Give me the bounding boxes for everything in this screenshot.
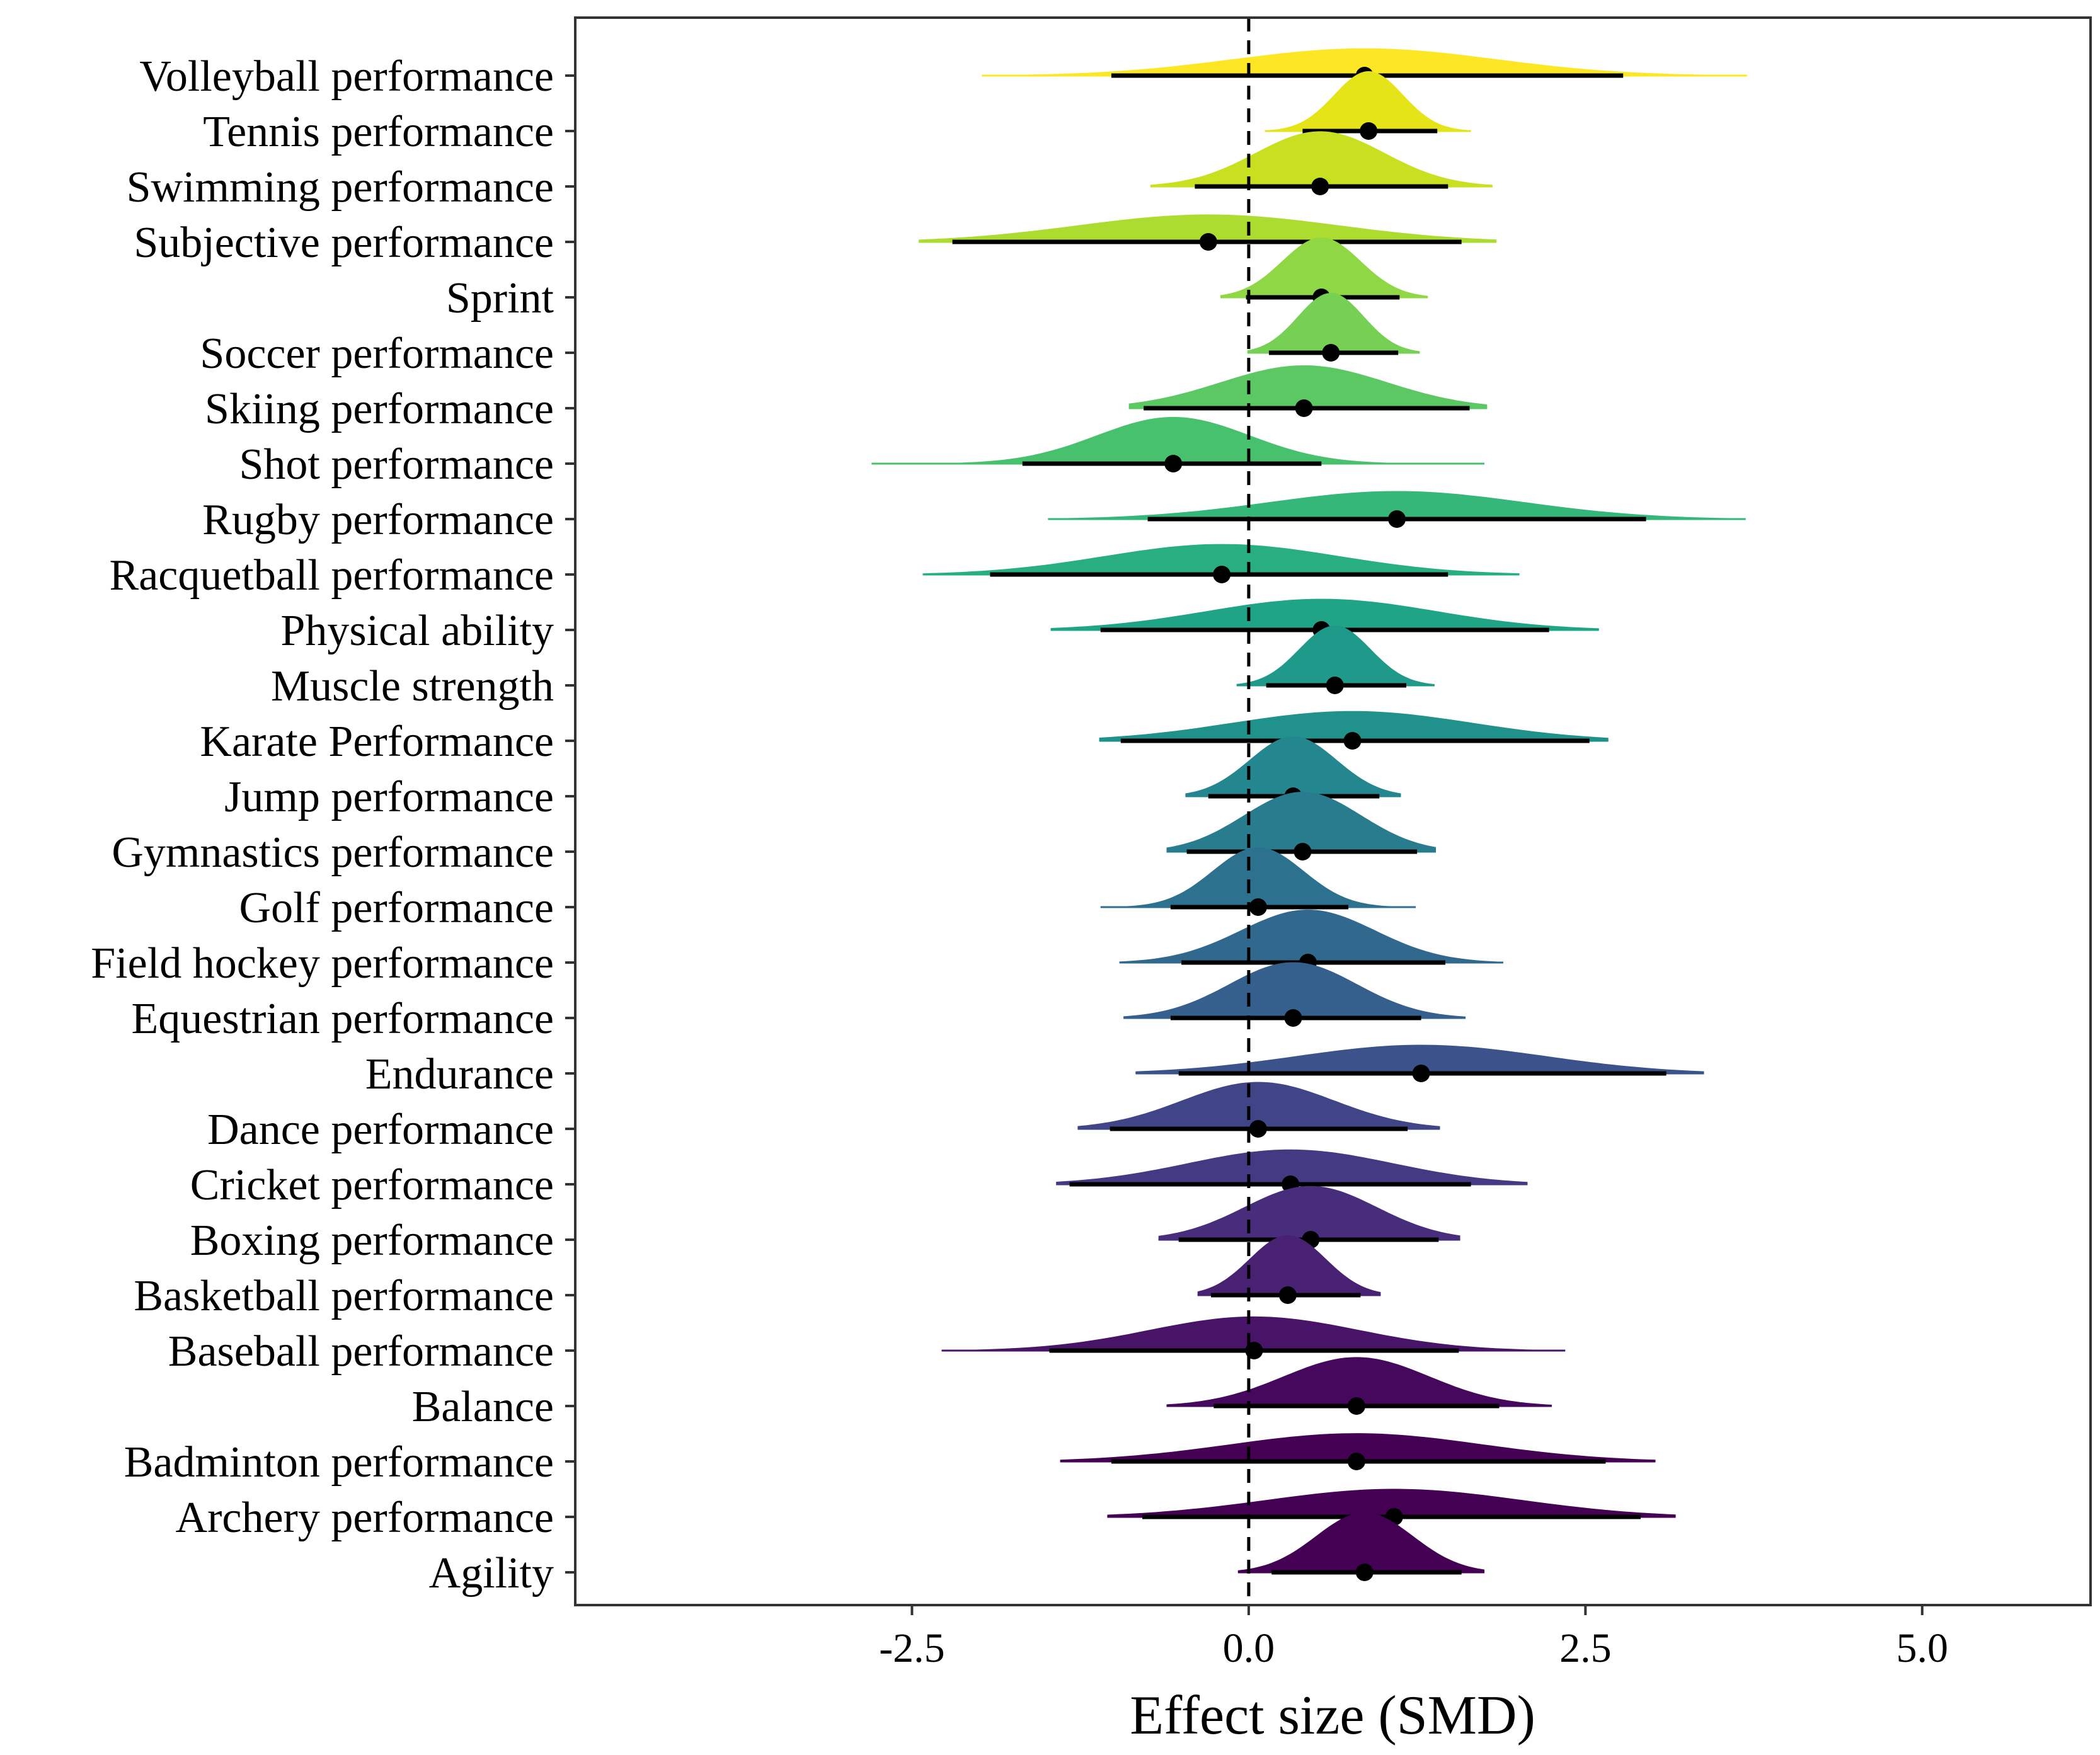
y-tick-label-agility: Agility bbox=[429, 1549, 554, 1598]
y-tick-label-shot-performance: Shot performance bbox=[239, 440, 554, 489]
point-estimate-agility bbox=[1355, 1563, 1374, 1581]
y-tick-label-balance: Balance bbox=[412, 1383, 554, 1431]
density-boxing-performance bbox=[1158, 1186, 1460, 1240]
density-cricket-performance bbox=[1056, 1149, 1528, 1184]
density-equestrian-performance bbox=[1123, 962, 1466, 1018]
x-tick-label-0: -2.5 bbox=[879, 1625, 944, 1671]
x-tick-label-3: 5.0 bbox=[1896, 1625, 1949, 1671]
y-tick-label-cricket-performance: Cricket performance bbox=[190, 1161, 554, 1209]
y-tick-label-jump-performance: Jump performance bbox=[224, 773, 554, 821]
y-tick-label-soccer-performance: Soccer performance bbox=[200, 329, 554, 378]
y-tick-label-subjective-performance: Subjective performance bbox=[134, 219, 554, 267]
density-volleyball-performance bbox=[982, 48, 1747, 76]
density-endurance bbox=[1135, 1044, 1704, 1073]
density-balance bbox=[1166, 1357, 1552, 1406]
density-gymnastics-performance bbox=[1166, 792, 1437, 852]
density-tennis-performance bbox=[1265, 71, 1471, 131]
point-estimate-karate-performance bbox=[1343, 732, 1362, 750]
density-skiing-performance bbox=[1128, 365, 1488, 408]
y-tick-label-racquetball-performance: Racquetball performance bbox=[110, 551, 554, 600]
point-estimate-golf-performance bbox=[1249, 898, 1267, 916]
y-tick-label-gymnastics-performance: Gymnastics performance bbox=[112, 828, 554, 877]
density-sprint bbox=[1220, 237, 1428, 297]
density-jump-performance bbox=[1185, 736, 1401, 796]
density-physical-ability bbox=[1050, 598, 1599, 630]
point-estimate-balance bbox=[1347, 1397, 1365, 1415]
y-tick-label-equestrian-performance: Equestrian performance bbox=[131, 995, 554, 1043]
density-rugby-performance bbox=[1048, 491, 1746, 519]
y-tick-label-muscle-strength: Muscle strength bbox=[271, 662, 554, 711]
y-tick-label-basketball-performance: Basketball performance bbox=[134, 1272, 554, 1320]
x-axis-ticks: -2.5 0.0 2.5 5.0 bbox=[879, 1605, 1948, 1671]
y-tick-label-skiing-performance: Skiing performance bbox=[205, 385, 554, 433]
density-agility bbox=[1237, 1512, 1484, 1572]
point-estimate-endurance bbox=[1412, 1065, 1430, 1082]
density-subjective-performance bbox=[919, 214, 1497, 242]
density-racquetball-performance bbox=[922, 544, 1520, 575]
y-tick-label-field-hockey-performance: Field hockey performance bbox=[91, 939, 554, 988]
point-estimate-skiing-performance bbox=[1295, 399, 1313, 417]
density-golf-performance bbox=[1100, 847, 1416, 907]
y-tick-label-volleyball-performance: Volleyball performance bbox=[139, 52, 554, 101]
density-shot-performance bbox=[871, 416, 1484, 464]
y-tick-label-dance-performance: Dance performance bbox=[207, 1106, 554, 1154]
density-soccer-performance bbox=[1247, 293, 1420, 353]
point-estimate-basketball-performance bbox=[1278, 1286, 1297, 1304]
density-dance-performance bbox=[1077, 1082, 1440, 1129]
density-baseball-performance bbox=[941, 1316, 1566, 1351]
y-tick-label-karate-performance: Karate Performance bbox=[200, 717, 554, 766]
y-tick-label-tennis-performance: Tennis performance bbox=[203, 108, 554, 156]
point-estimate-soccer-performance bbox=[1322, 344, 1340, 362]
point-estimate-subjective-performance bbox=[1199, 233, 1217, 251]
y-tick-label-sprint: Sprint bbox=[446, 274, 554, 323]
point-estimate-rugby-performance bbox=[1388, 510, 1406, 528]
x-axis-title: Effect size (SMD) bbox=[1130, 1685, 1535, 1746]
y-tick-label-baseball-performance: Baseball performance bbox=[168, 1327, 554, 1376]
y-tick-label-golf-performance: Golf performance bbox=[239, 884, 554, 932]
density-field-hockey-performance bbox=[1119, 910, 1503, 963]
point-estimate-badminton-performance bbox=[1347, 1453, 1365, 1470]
y-tick-label-boxing-performance: Boxing performance bbox=[190, 1216, 554, 1265]
point-estimate-tennis-performance bbox=[1360, 122, 1378, 140]
plot-panel-border bbox=[574, 16, 2092, 1606]
x-tick-label-1: 0.0 bbox=[1223, 1625, 1275, 1671]
density-basketball-performance bbox=[1197, 1235, 1381, 1295]
density-badminton-performance bbox=[1060, 1433, 1656, 1461]
y-tick-label-archery-performance: Archery performance bbox=[176, 1494, 554, 1542]
y-tick-label-physical-ability: Physical ability bbox=[280, 607, 554, 655]
point-estimate-equestrian-performance bbox=[1284, 1009, 1302, 1027]
density-swimming-performance bbox=[1150, 131, 1493, 186]
point-estimate-gymnastics-performance bbox=[1294, 843, 1312, 860]
point-estimate-racquetball-performance bbox=[1213, 566, 1231, 583]
x-tick-label-2: 2.5 bbox=[1559, 1625, 1612, 1671]
density-archery-performance bbox=[1107, 1489, 1676, 1517]
point-estimate-dance-performance bbox=[1249, 1120, 1267, 1138]
density-muscle-strength bbox=[1236, 626, 1435, 685]
y-tick-label-rugby-performance: Rugby performance bbox=[202, 496, 554, 544]
point-estimate-shot-performance bbox=[1164, 455, 1183, 472]
plot-marks bbox=[871, 48, 1747, 1581]
point-estimate-swimming-performance bbox=[1311, 178, 1329, 195]
y-tick-label-endurance: Endurance bbox=[365, 1050, 554, 1099]
y-tick-label-swimming-performance: Swimming performance bbox=[127, 163, 554, 212]
density-karate-performance bbox=[1099, 711, 1609, 741]
point-estimate-muscle-strength bbox=[1326, 677, 1344, 694]
y-tick-label-badminton-performance: Badminton performance bbox=[124, 1438, 554, 1487]
y-axis-ticks: Volleyball performance Tennis performance… bbox=[91, 52, 575, 1598]
